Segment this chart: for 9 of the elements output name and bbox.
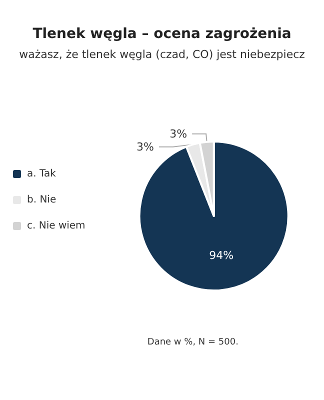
legend-label: c. Nie wiem [27,220,86,232]
data-label: 3% [170,127,188,140]
legend-label: b. Nie [27,194,56,206]
text: Dane w %, N = 500. [147,338,238,348]
chart-title: Tlenek węgla – ocena zagrożenia [32,26,292,42]
data-label: 3% [136,140,154,154]
data-label: 94% [209,249,234,262]
legend-label: a. Tak [27,168,56,180]
chart-subtitle: ważasz, że tlenek węgla (czad, CO) jest niebezpiecz [19,48,306,61]
